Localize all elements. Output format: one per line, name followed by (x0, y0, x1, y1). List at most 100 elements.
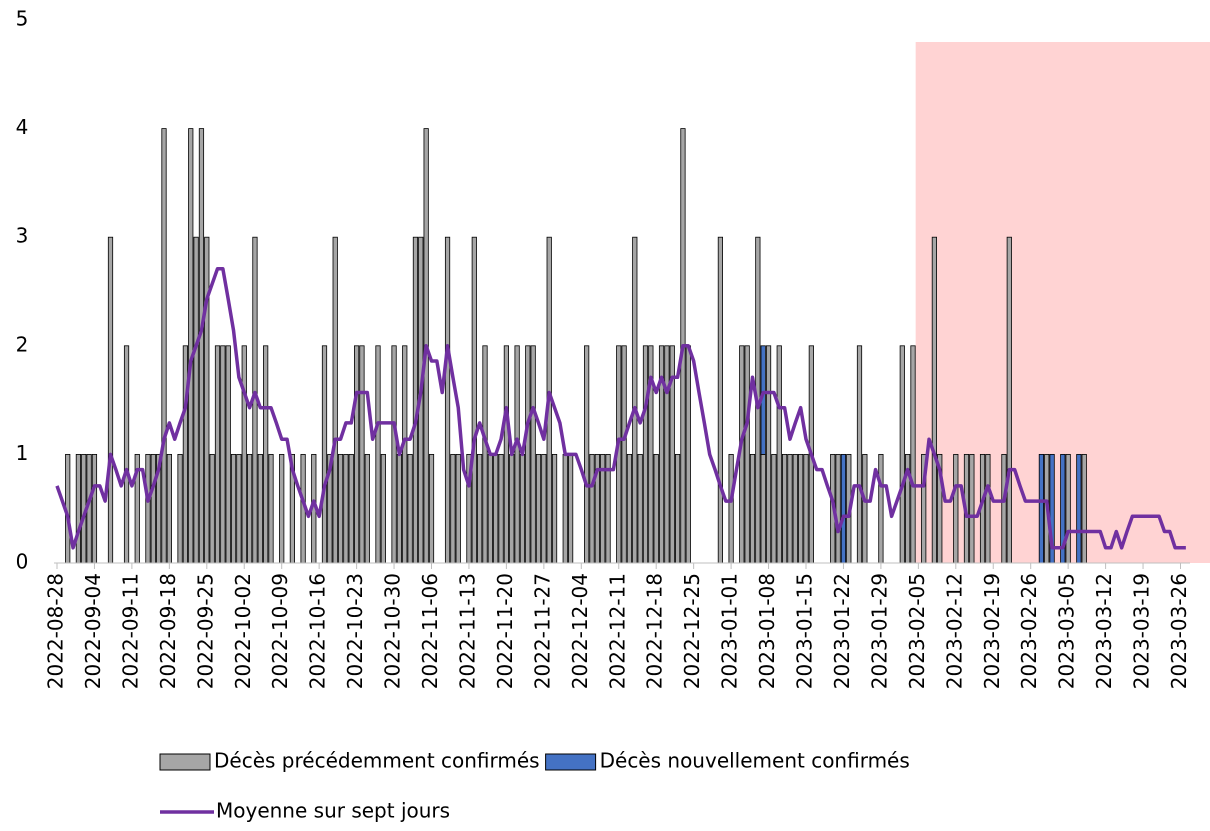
bar (862, 453, 868, 564)
bar (637, 453, 643, 564)
bar (535, 453, 542, 564)
legend-swatch (159, 753, 211, 771)
x-tick-label: 2022-11-06 (418, 573, 442, 689)
bar (760, 453, 766, 564)
y-tick-label: 4 (16, 115, 29, 139)
bar (214, 345, 221, 564)
bar (182, 345, 188, 564)
bar (487, 453, 493, 564)
x-tick-label: 2023-02-12 (942, 573, 966, 689)
bar (798, 453, 804, 564)
x-tick-label: 2023-01-29 (867, 573, 891, 689)
bar (444, 236, 451, 564)
bar (776, 345, 782, 564)
bar (343, 453, 349, 564)
bar (263, 345, 269, 564)
bar (1038, 453, 1044, 564)
legend-label: Moyenne sur sept jours (216, 799, 450, 823)
bar (717, 236, 724, 564)
bar (1065, 453, 1071, 564)
bar (428, 453, 435, 564)
bar (380, 453, 386, 564)
bar (166, 453, 172, 564)
x-tick-label: 2023-02-19 (980, 573, 1004, 689)
x-tick-label: 2023-02-26 (1017, 573, 1041, 689)
y-tick-label: 1 (16, 441, 29, 465)
legend-label: Décès nouvellement confirmés (600, 749, 910, 773)
bar (985, 453, 991, 564)
bar (107, 236, 114, 564)
bar (931, 236, 938, 564)
bar (455, 453, 461, 564)
x-tick-label: 2023-01-22 (830, 573, 854, 689)
bar (193, 236, 199, 564)
bar (653, 453, 659, 564)
x-tick-label: 2022-11-20 (493, 573, 517, 689)
bar (161, 128, 167, 564)
bar (375, 345, 381, 564)
x-tick-label: 2022-10-23 (343, 573, 367, 689)
bar (803, 453, 809, 564)
x-tick-label: 2023-03-19 (1130, 573, 1154, 689)
bar (498, 453, 504, 564)
x-tick-label: 2023-03-26 (1167, 573, 1191, 689)
bar (744, 345, 750, 564)
legend-item: Moyenne sur sept jours (160, 799, 450, 823)
bar (642, 345, 649, 564)
bar (728, 453, 734, 564)
bar (530, 345, 536, 564)
bar (685, 345, 691, 564)
bar (204, 236, 210, 564)
bar (664, 345, 670, 564)
bar (771, 453, 777, 564)
bar (787, 453, 793, 564)
x-tick-label: 2022-12-25 (680, 573, 704, 689)
bar (541, 453, 547, 564)
legend-item: Décès nouvellement confirmés (545, 749, 910, 773)
bar (503, 345, 510, 564)
line (55, 266, 1186, 550)
bar (268, 453, 274, 564)
bar (348, 453, 354, 564)
x-tick-label: 2022-09-04 (81, 573, 105, 689)
bar (471, 236, 477, 564)
bar (969, 453, 975, 564)
bar (621, 345, 627, 564)
bar (562, 453, 568, 564)
bar (632, 236, 638, 564)
x-tick-label: 2022-09-11 (118, 573, 142, 689)
y-tick-label: 5 (16, 7, 29, 31)
bar (765, 345, 772, 564)
y-tick-label: 0 (16, 550, 29, 574)
bar (257, 453, 263, 564)
bar (241, 345, 247, 564)
bar (391, 345, 397, 564)
bar (91, 453, 98, 564)
bar (402, 345, 408, 564)
bar (337, 453, 344, 564)
bar (332, 236, 338, 564)
x-tick-label: 2022-10-02 (231, 573, 255, 689)
bar (792, 453, 798, 564)
bar (353, 345, 360, 564)
x-tick-label: 2022-10-16 (306, 573, 330, 689)
x-tick-label: 2022-12-04 (568, 573, 592, 689)
x-tick-label: 2022-09-18 (156, 573, 180, 689)
bar (482, 345, 488, 564)
bar (412, 236, 419, 564)
legend-item: Décès précédemment confirmés (159, 749, 540, 773)
y-tick-label: 3 (16, 224, 29, 248)
bar (1076, 453, 1082, 564)
bar (123, 345, 130, 564)
bar (198, 128, 205, 564)
bar (321, 345, 328, 564)
bar (220, 345, 226, 564)
bar (150, 453, 156, 564)
bar (359, 345, 365, 564)
bar (230, 453, 237, 564)
bar (953, 453, 959, 564)
bar (878, 453, 884, 564)
bar (589, 453, 595, 564)
legend-swatch (545, 753, 597, 771)
